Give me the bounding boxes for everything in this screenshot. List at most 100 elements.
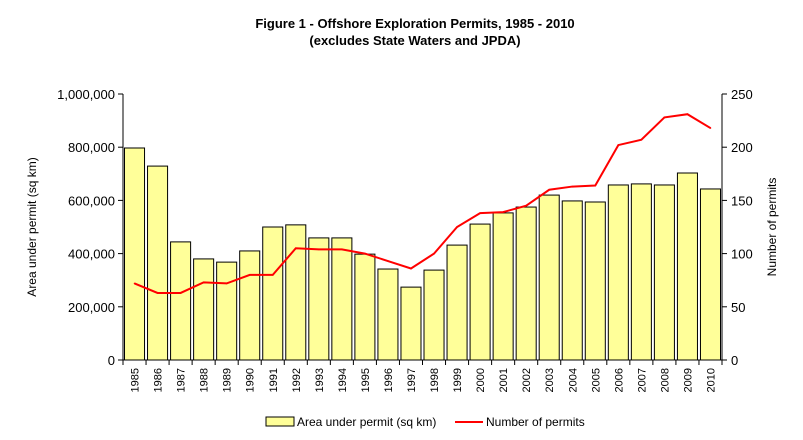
- y-tick-label: 1,000,000: [57, 87, 115, 102]
- permits-point-2005: [594, 184, 597, 187]
- x-tick-label: 1996: [383, 368, 395, 392]
- x-tick-label: 1997: [406, 368, 418, 392]
- chart-title: Figure 1 - Offshore Exploration Permits,…: [255, 16, 574, 31]
- bar-1989: [216, 261, 238, 361]
- x-tick-label: 1995: [360, 368, 372, 392]
- permits-point-2007: [640, 138, 643, 141]
- chart-subtitle: (excludes State Waters and JPDA): [309, 33, 520, 48]
- bar-2000: [469, 223, 491, 361]
- bar-1991: [262, 226, 284, 361]
- permits-point-1988: [202, 281, 205, 284]
- x-tick-label: 2005: [590, 368, 602, 392]
- y2-tick-label: 100: [731, 247, 753, 262]
- x-tick-label: 2008: [659, 368, 671, 392]
- x-tick-label: 2001: [498, 368, 510, 392]
- x-tick-label: 1992: [291, 368, 303, 392]
- permits-point-1990: [248, 274, 251, 276]
- permits-point-1993: [318, 248, 320, 251]
- x-tick-label: 1999: [452, 368, 464, 392]
- permits-point-2000: [479, 212, 481, 214]
- permits-point-2006: [617, 144, 620, 146]
- y-tick-label: 0: [108, 353, 115, 368]
- y2-axis-label: Number of permits: [765, 178, 779, 277]
- x-tick-label: 1990: [245, 368, 257, 392]
- x-tick-label: 1986: [153, 368, 165, 392]
- bar-1987: [170, 241, 192, 361]
- permits-point-1987: [179, 292, 182, 294]
- bar-1985: [124, 147, 146, 361]
- x-tick-label: 2004: [567, 368, 579, 392]
- x-tick-label: 1988: [199, 368, 211, 392]
- bar-2003: [538, 194, 560, 361]
- bar-2002: [515, 206, 537, 361]
- x-tick-label: 1987: [176, 368, 188, 392]
- y2-tick-label: 150: [731, 193, 753, 208]
- bar-1996: [377, 268, 399, 361]
- permits-point-2003: [548, 188, 551, 191]
- x-tick-label: 2006: [613, 368, 625, 392]
- bar-1988: [193, 258, 215, 361]
- bar-2010: [699, 188, 722, 361]
- permits-point-1991: [271, 274, 274, 276]
- bar-2007: [630, 183, 652, 361]
- legend-swatch-bar: [265, 416, 295, 427]
- permits-point-2002: [525, 204, 527, 207]
- bar-2001: [492, 212, 514, 361]
- bar-1993: [308, 237, 330, 361]
- permits-point-1999: [456, 226, 458, 228]
- bar-2004: [561, 200, 583, 361]
- y2-tick-label: 50: [731, 300, 745, 315]
- permits-point-1992: [294, 247, 297, 250]
- legend-label-line: Number of permits: [486, 415, 585, 429]
- bar-1986: [147, 165, 169, 361]
- y-axis-label: Area under permit (sq km): [25, 157, 39, 296]
- bar-2008: [653, 184, 675, 361]
- legend-label-bar: Area under permit (sq km): [297, 415, 436, 429]
- y-tick-label: 600,000: [68, 193, 115, 208]
- legend: Area under permit (sq km) Number of perm…: [265, 415, 585, 429]
- bar-2005: [584, 201, 606, 361]
- x-tick-label: 1991: [268, 368, 280, 392]
- x-tick-label: 2009: [682, 368, 694, 392]
- x-tick-label: 2003: [544, 368, 556, 392]
- x-tick-label: 2000: [475, 368, 487, 392]
- permits-point-1994: [341, 248, 343, 251]
- y-tick-label: 200,000: [68, 300, 115, 315]
- permits-point-1986: [156, 292, 159, 294]
- bar-1998: [423, 269, 445, 361]
- permits-point-1996: [387, 260, 389, 262]
- bar-1995: [354, 253, 376, 361]
- bar-1999: [446, 244, 468, 361]
- bar-1994: [331, 237, 353, 361]
- bar-1990: [239, 250, 261, 361]
- bar-2009: [676, 172, 698, 361]
- x-tick-label: 1998: [429, 368, 441, 392]
- y-tick-label: 800,000: [68, 140, 115, 155]
- y2-tick-label: 0: [731, 353, 738, 368]
- y2-tick-label: 250: [731, 87, 753, 102]
- x-tick-label: 2002: [521, 368, 533, 392]
- permits-point-2010: [709, 127, 712, 129]
- x-tick-label: 2007: [636, 368, 648, 392]
- bar-1997: [400, 286, 422, 361]
- x-tick-label: 2010: [705, 368, 717, 392]
- bar-2006: [607, 184, 629, 361]
- x-tick-label: 1993: [314, 368, 326, 392]
- permits-point-1985: [133, 282, 136, 285]
- x-tick-label: 1994: [337, 368, 349, 392]
- permits-point-2001: [502, 211, 504, 213]
- y-tick-label: 400,000: [68, 247, 115, 262]
- y2-tick-label: 200: [731, 140, 753, 155]
- permits-point-2008: [663, 116, 666, 119]
- x-tick-label: 1985: [130, 368, 142, 392]
- permits-point-2004: [571, 185, 574, 188]
- permits-point-1995: [364, 252, 366, 255]
- permits-line: [134, 113, 711, 294]
- permits-point-1998: [433, 252, 435, 255]
- permits-point-1997: [410, 267, 412, 270]
- permits-point-1989: [225, 282, 228, 285]
- permits-point-2009: [686, 113, 689, 116]
- x-tick-label: 1989: [222, 368, 234, 392]
- bar-1992: [285, 224, 307, 361]
